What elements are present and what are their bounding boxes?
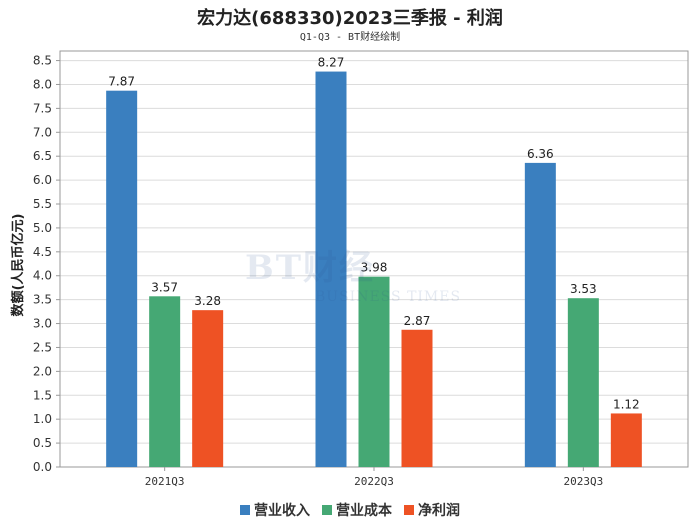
chart-title: 宏力达(688330)2023三季报 - 利润	[197, 8, 503, 29]
y-tick-label: 4.0	[33, 269, 52, 283]
legend-item: 净利润	[404, 500, 460, 520]
bar	[567, 298, 599, 467]
chart-subtitle: Q1-Q3 - BT财经绘制	[299, 32, 401, 43]
legend-item: 营业成本	[322, 500, 392, 520]
bar	[401, 329, 433, 467]
y-tick-label: 2.5	[33, 340, 52, 354]
data-label: 2.87	[404, 314, 431, 328]
legend-item: 营业收入	[240, 500, 310, 520]
legend-swatch	[404, 505, 414, 515]
y-tick-label: 3.5	[33, 293, 52, 307]
y-tick-label: 4.5	[33, 245, 52, 259]
bar	[315, 71, 347, 468]
data-label: 3.98	[361, 261, 388, 275]
y-tick-label: 0.0	[33, 460, 52, 474]
y-tick-label: 8.0	[33, 77, 52, 91]
data-label: 3.53	[570, 282, 597, 296]
data-label: 3.28	[194, 294, 221, 308]
y-tick-label: 1.0	[33, 412, 52, 426]
y-tick-label: 5.0	[33, 221, 52, 235]
bar	[192, 310, 224, 467]
bar	[610, 413, 642, 467]
x-tick-label: 2022Q3	[354, 475, 394, 488]
y-tick-label: 7.5	[33, 101, 52, 115]
bars	[106, 71, 642, 468]
y-tick-label: 2.0	[33, 364, 52, 378]
data-label: 7.87	[108, 75, 135, 89]
data-labels: 7.87 3.57 3.28 8.27 3.98 2.87 6.36 3.53 1.12	[108, 56, 639, 412]
legend-label: 营业成本	[336, 503, 392, 519]
x-tick-label: 2021Q3	[145, 475, 185, 488]
data-label: 3.57	[151, 280, 178, 294]
y-tick-label: 6.5	[33, 149, 52, 163]
data-label: 1.12	[613, 397, 640, 411]
bar	[358, 276, 390, 467]
y-axis-label: 数额(人民币亿元)	[10, 214, 26, 317]
y-tick-label: 5.5	[33, 197, 52, 211]
legend-swatch	[240, 505, 250, 515]
y-tick-label: 0.5	[33, 436, 52, 450]
x-tick-label: 2023Q3	[563, 475, 603, 488]
legend-label: 营业收入	[254, 503, 310, 519]
legend-label: 净利润	[418, 503, 460, 519]
data-label: 8.27	[318, 56, 345, 70]
y-tick-label: 6.0	[33, 173, 52, 187]
data-label: 6.36	[527, 147, 554, 161]
y-tick-label: 7.0	[33, 125, 52, 139]
legend-swatch	[322, 505, 332, 515]
legend: 营业收入 营业成本 净利润	[0, 500, 700, 520]
y-tick-label: 3.0	[33, 317, 52, 331]
bar	[149, 296, 181, 467]
y-tick-label: 8.5	[33, 54, 52, 68]
bar	[524, 162, 556, 467]
bar	[106, 90, 138, 468]
y-tick-label: 1.5	[33, 388, 52, 402]
